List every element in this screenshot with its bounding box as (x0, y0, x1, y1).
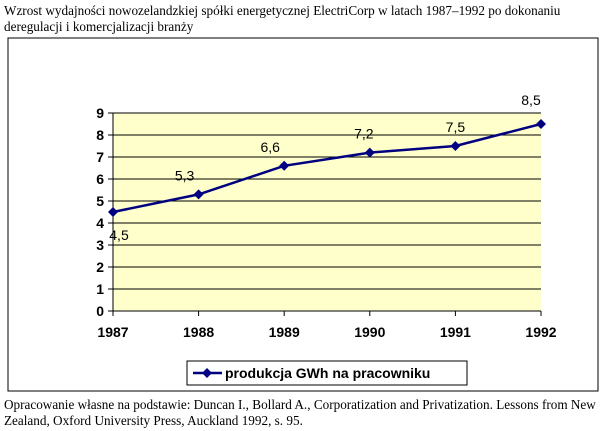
x-tick-label: 1990 (354, 324, 385, 340)
data-label: 6,6 (260, 139, 280, 155)
data-labels: 4,5 5,3 6,6 7,2 7,5 8,5 (109, 92, 541, 243)
series-line (108, 119, 546, 217)
data-point-marker (450, 141, 461, 151)
data-label: 7,2 (354, 126, 374, 142)
data-point-marker (364, 147, 375, 158)
y-tick-label: 6 (96, 171, 104, 187)
y-tick-label: 0 (96, 303, 104, 319)
x-tick-label: 1988 (183, 324, 214, 340)
y-tick-label: 2 (96, 259, 104, 275)
data-point-marker (108, 207, 118, 217)
y-axis-ticks: 0 1 2 3 4 5 6 7 8 9 (96, 105, 113, 319)
legend-marker-icon (202, 368, 212, 378)
x-tick-label: 1991 (440, 324, 471, 340)
y-tick-label: 1 (96, 281, 104, 297)
y-tick-label: 3 (96, 237, 104, 253)
y-tick-label: 4 (96, 215, 104, 231)
x-tick-label: 1987 (97, 324, 128, 340)
legend-label: produkcja GWh na pracowniku (225, 365, 430, 381)
y-tick-label: 9 (96, 105, 104, 121)
plot-area (113, 113, 541, 311)
data-label: 4,5 (109, 227, 129, 243)
y-tick-label: 8 (96, 127, 104, 143)
data-point-marker (193, 189, 204, 200)
y-tick-label: 7 (96, 149, 104, 165)
x-tick-label: 1992 (525, 324, 556, 340)
data-label: 5,3 (175, 167, 195, 183)
y-tick-label: 5 (96, 193, 104, 209)
data-label: 7,5 (446, 119, 466, 135)
data-label: 8,5 (521, 92, 541, 108)
data-point-marker (279, 160, 290, 171)
x-tick-label: 1989 (269, 324, 300, 340)
source-note: Opracowanie własne na podstawie: Duncan … (4, 397, 596, 428)
legend-box (186, 360, 468, 386)
figure-caption: Wzrost wydajności nowozelandzkiej spółki… (4, 3, 561, 34)
legend: produkcja GWh na pracowniku (186, 360, 468, 386)
gridlines (113, 112, 541, 290)
series-polyline (112, 122, 542, 214)
data-point-marker (536, 119, 546, 129)
x-axis-ticks: 1987 1988 1989 1990 1991 1992 (97, 311, 557, 340)
